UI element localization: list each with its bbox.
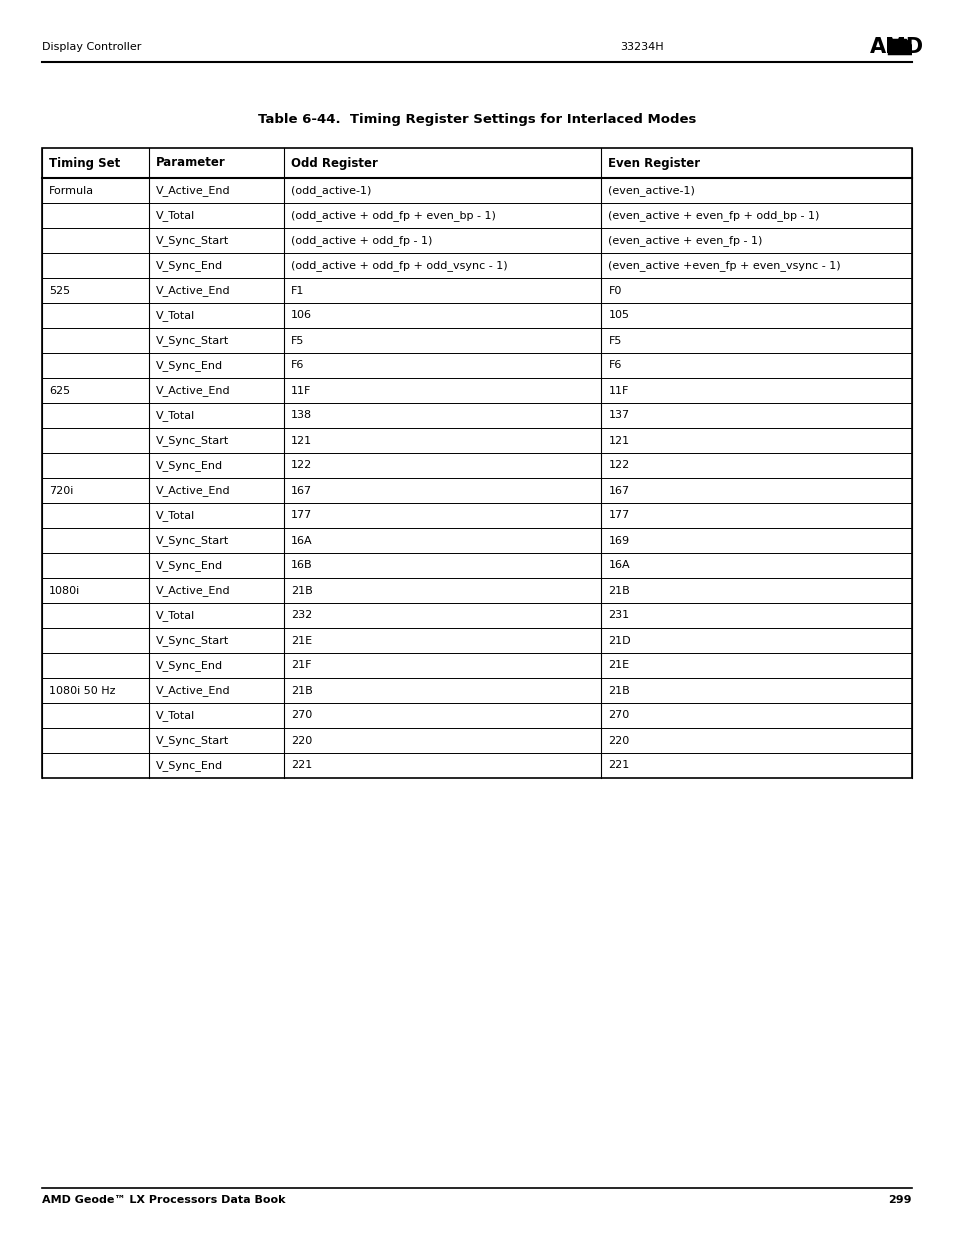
- Text: (odd_active + odd_fp + odd_vsync - 1): (odd_active + odd_fp + odd_vsync - 1): [291, 261, 507, 270]
- Text: 121: 121: [608, 436, 629, 446]
- Text: F5: F5: [608, 336, 621, 346]
- Text: V_Active_End: V_Active_End: [156, 285, 231, 296]
- Text: (odd_active-1): (odd_active-1): [291, 185, 371, 196]
- Text: Parameter: Parameter: [156, 157, 226, 169]
- Text: 221: 221: [608, 761, 629, 771]
- Text: 220: 220: [608, 736, 629, 746]
- Text: V_Active_End: V_Active_End: [156, 485, 231, 496]
- Text: V_Active_End: V_Active_End: [156, 685, 231, 697]
- Text: F6: F6: [608, 361, 621, 370]
- Text: 16A: 16A: [291, 536, 313, 546]
- Text: V_Sync_End: V_Sync_End: [156, 261, 223, 270]
- Text: 169: 169: [608, 536, 629, 546]
- Text: Table 6-44.  Timing Register Settings for Interlaced Modes: Table 6-44. Timing Register Settings for…: [257, 114, 696, 126]
- Text: V_Total: V_Total: [156, 710, 195, 721]
- Text: 1080i: 1080i: [49, 585, 80, 595]
- Text: V_Sync_Start: V_Sync_Start: [156, 735, 229, 746]
- Text: V_Sync_Start: V_Sync_Start: [156, 535, 229, 546]
- Text: (even_active +even_fp + even_vsync - 1): (even_active +even_fp + even_vsync - 1): [608, 261, 841, 270]
- Text: 270: 270: [291, 710, 312, 720]
- Text: 231: 231: [608, 610, 629, 620]
- Text: 16A: 16A: [608, 561, 629, 571]
- Text: V_Sync_End: V_Sync_End: [156, 559, 223, 571]
- Text: 21E: 21E: [291, 636, 312, 646]
- Text: V_Sync_End: V_Sync_End: [156, 760, 223, 771]
- Text: 1080i 50 Hz: 1080i 50 Hz: [49, 685, 115, 695]
- Text: 220: 220: [291, 736, 312, 746]
- Text: 177: 177: [608, 510, 629, 520]
- Text: V_Sync_End: V_Sync_End: [156, 361, 223, 370]
- Text: V_Active_End: V_Active_End: [156, 585, 231, 597]
- Text: 21F: 21F: [291, 661, 311, 671]
- Text: V_Sync_Start: V_Sync_Start: [156, 435, 229, 446]
- Text: 720i: 720i: [49, 485, 73, 495]
- Text: 232: 232: [291, 610, 312, 620]
- Text: (even_active + even_fp + odd_bp - 1): (even_active + even_fp + odd_bp - 1): [608, 210, 819, 221]
- Text: Display Controller: Display Controller: [42, 42, 141, 52]
- Text: F0: F0: [608, 285, 621, 295]
- Text: V_Active_End: V_Active_End: [156, 185, 231, 196]
- Text: 11F: 11F: [608, 385, 628, 395]
- Text: V_Active_End: V_Active_End: [156, 385, 231, 396]
- Text: 21B: 21B: [608, 685, 630, 695]
- Text: 122: 122: [291, 461, 312, 471]
- Text: (odd_active + odd_fp + even_bp - 1): (odd_active + odd_fp + even_bp - 1): [291, 210, 496, 221]
- Text: (even_active + even_fp - 1): (even_active + even_fp - 1): [608, 235, 762, 246]
- Text: 21B: 21B: [608, 585, 630, 595]
- Text: F5: F5: [291, 336, 304, 346]
- Text: V_Total: V_Total: [156, 510, 195, 521]
- Text: V_Sync_End: V_Sync_End: [156, 659, 223, 671]
- Text: 16B: 16B: [291, 561, 313, 571]
- Text: 221: 221: [291, 761, 312, 771]
- Text: (odd_active + odd_fp - 1): (odd_active + odd_fp - 1): [291, 235, 432, 246]
- Text: (even_active-1): (even_active-1): [608, 185, 695, 196]
- Text: 21B: 21B: [291, 685, 313, 695]
- Text: 21D: 21D: [608, 636, 630, 646]
- Text: AMD: AMD: [869, 37, 923, 57]
- Text: 167: 167: [608, 485, 629, 495]
- Text: Odd Register: Odd Register: [291, 157, 377, 169]
- Text: 177: 177: [291, 510, 312, 520]
- Text: 33234H: 33234H: [619, 42, 663, 52]
- Text: Even Register: Even Register: [608, 157, 700, 169]
- Text: V_Total: V_Total: [156, 610, 195, 621]
- Text: 270: 270: [608, 710, 629, 720]
- Text: 106: 106: [291, 310, 312, 321]
- Text: V_Sync_Start: V_Sync_Start: [156, 635, 229, 646]
- Text: V_Total: V_Total: [156, 310, 195, 321]
- Text: 11F: 11F: [291, 385, 311, 395]
- Text: 525: 525: [49, 285, 71, 295]
- Text: F6: F6: [291, 361, 304, 370]
- Text: Formula: Formula: [49, 185, 94, 195]
- Text: 21E: 21E: [608, 661, 629, 671]
- Text: 625: 625: [49, 385, 71, 395]
- Text: 121: 121: [291, 436, 312, 446]
- Text: 167: 167: [291, 485, 312, 495]
- Text: F1: F1: [291, 285, 304, 295]
- Polygon shape: [887, 38, 911, 56]
- Text: AMD Geode™ LX Processors Data Book: AMD Geode™ LX Processors Data Book: [42, 1195, 285, 1205]
- Text: V_Total: V_Total: [156, 410, 195, 421]
- Text: 138: 138: [291, 410, 312, 420]
- Text: Timing Set: Timing Set: [49, 157, 120, 169]
- Text: V_Sync_Start: V_Sync_Start: [156, 335, 229, 346]
- Bar: [42, 148, 911, 778]
- Text: 105: 105: [608, 310, 629, 321]
- Text: 299: 299: [887, 1195, 911, 1205]
- Text: 137: 137: [608, 410, 629, 420]
- Text: V_Sync_End: V_Sync_End: [156, 461, 223, 471]
- Text: V_Total: V_Total: [156, 210, 195, 221]
- Text: 21B: 21B: [291, 585, 313, 595]
- Text: 122: 122: [608, 461, 629, 471]
- Text: V_Sync_Start: V_Sync_Start: [156, 235, 229, 246]
